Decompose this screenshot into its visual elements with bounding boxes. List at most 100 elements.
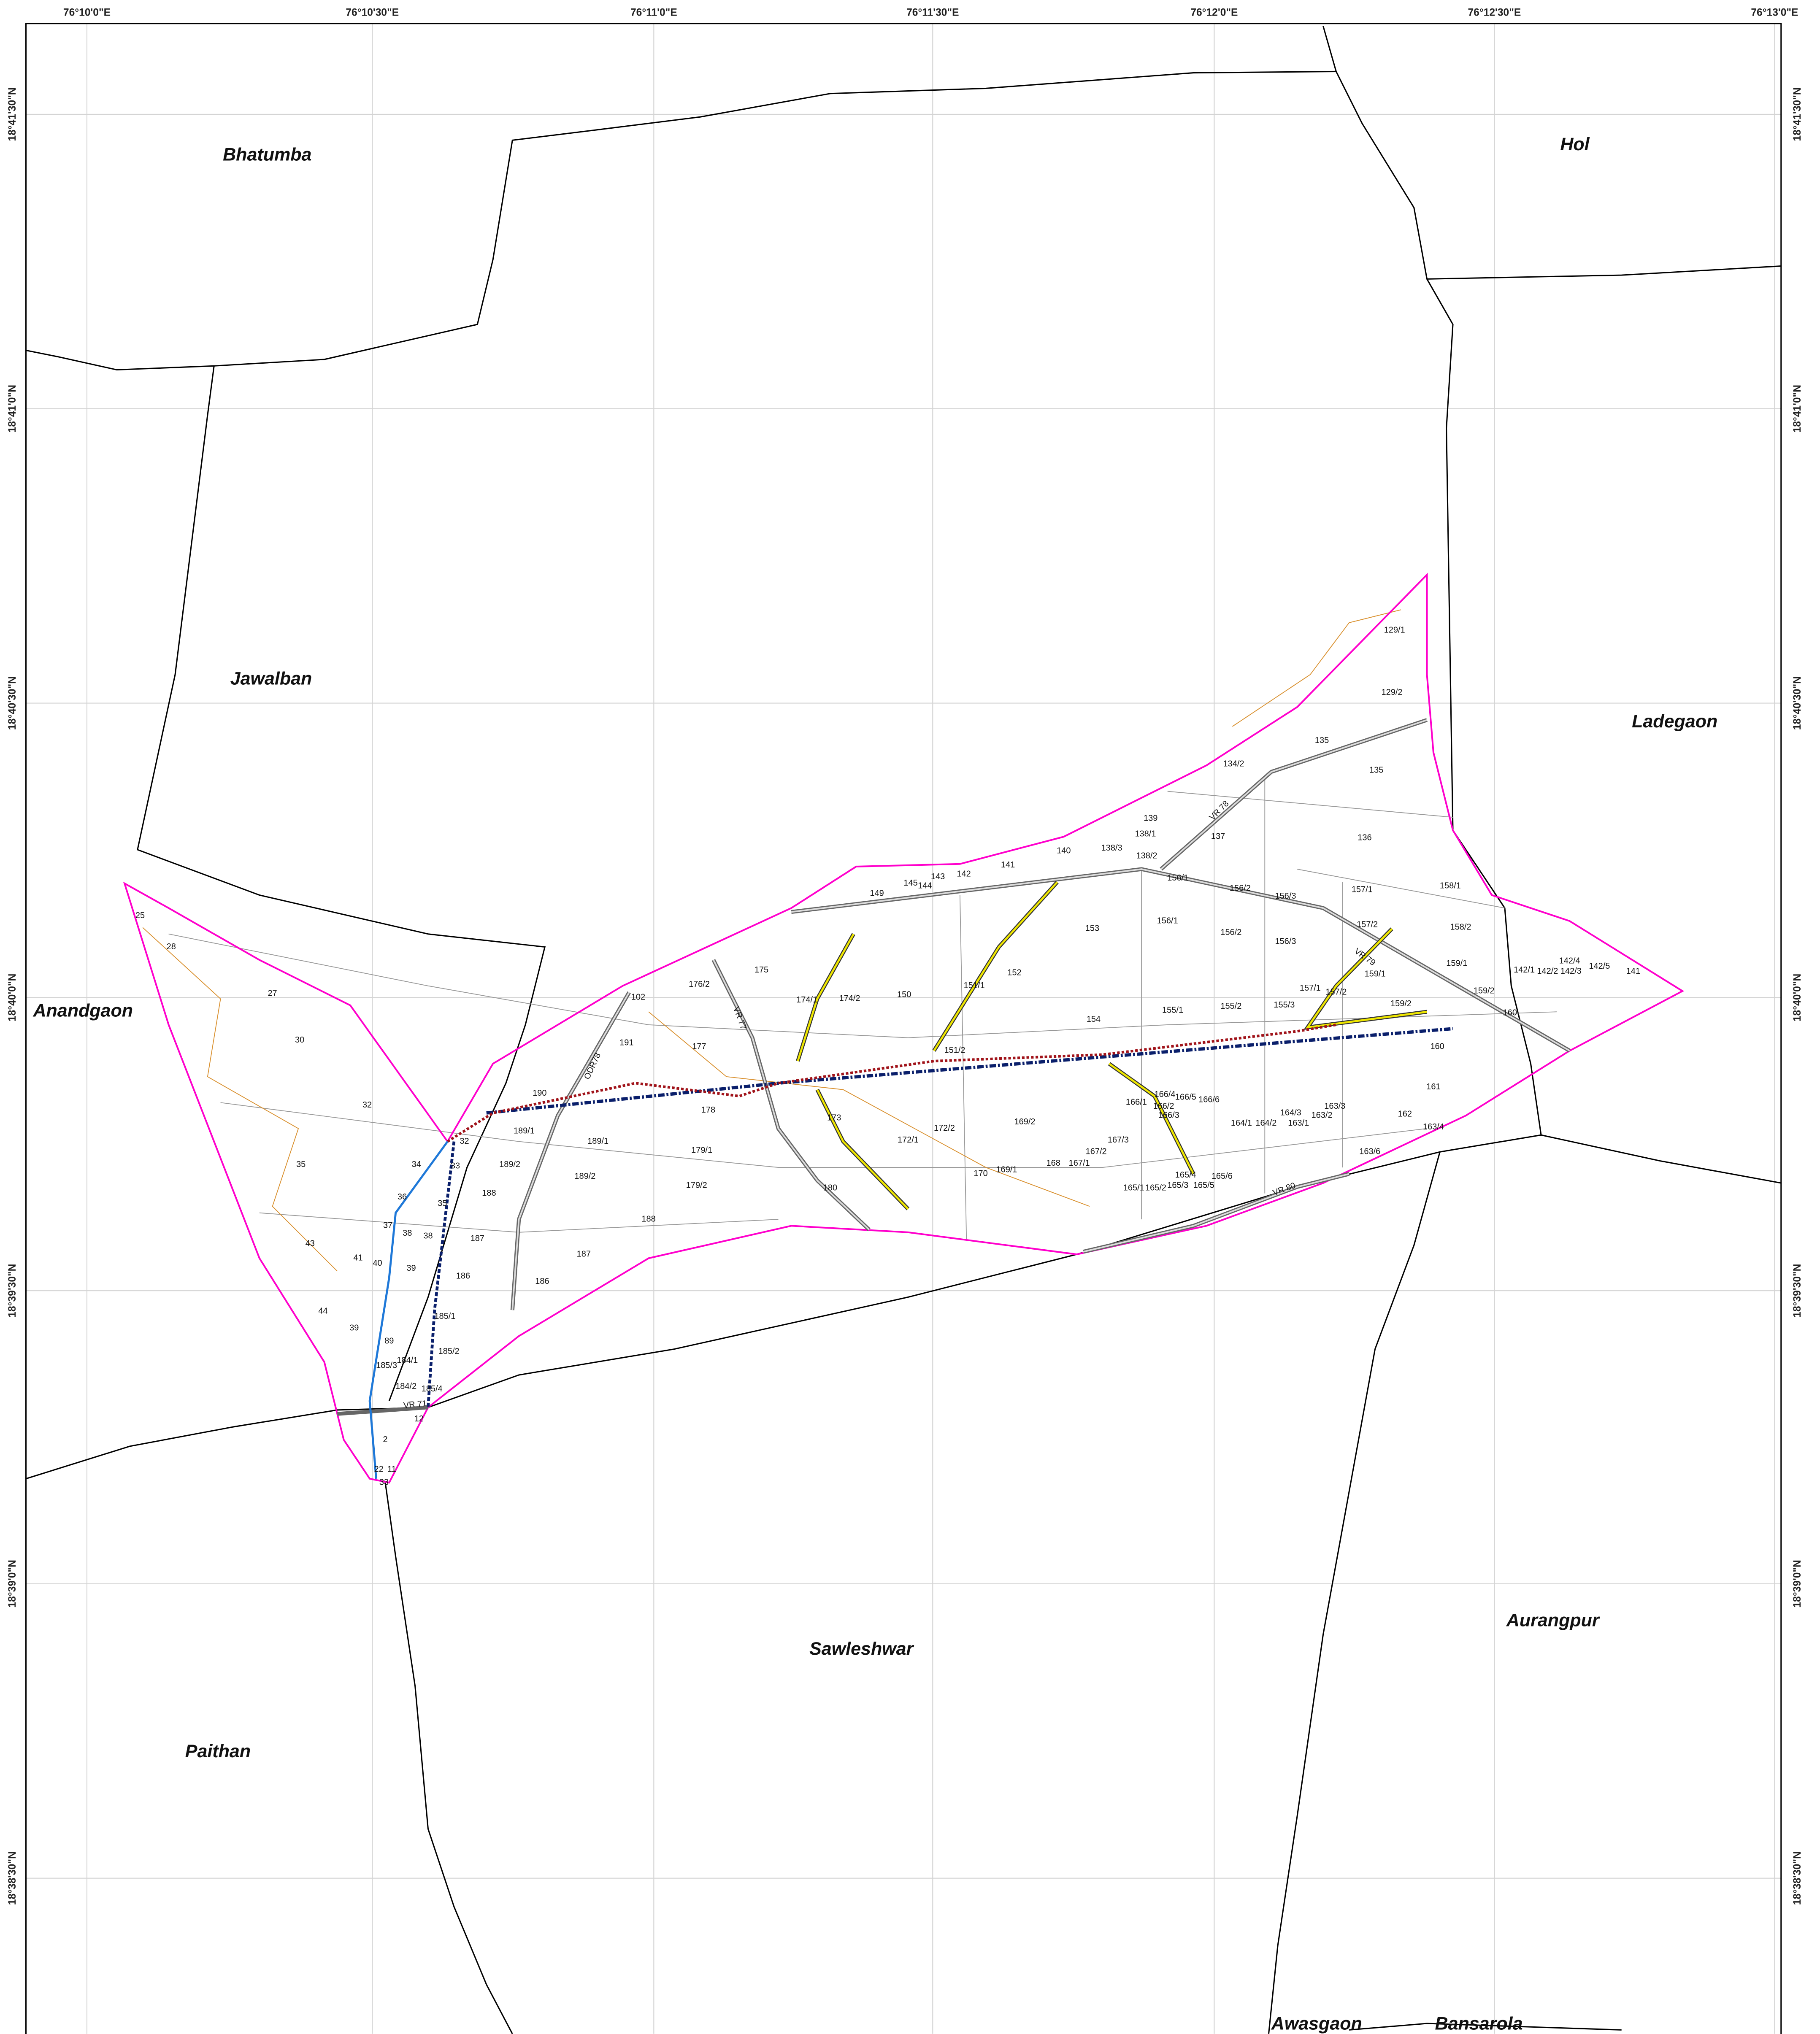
parcel-number: 165/5: [1193, 1180, 1214, 1190]
parcel-number: 156/3: [1275, 937, 1296, 946]
parcel-number: 36: [398, 1192, 407, 1202]
pipeline: [446, 1023, 1336, 1143]
parcel-number: 166/4: [1155, 1090, 1176, 1099]
road-center: [1160, 719, 1428, 870]
parcel-number: 191: [619, 1038, 633, 1047]
parcel-number: 185/3: [376, 1361, 397, 1370]
contour: [142, 927, 338, 1272]
boundary: [1268, 1151, 1441, 2034]
parcel-number: 142/1: [1514, 965, 1535, 975]
tracks: [797, 881, 1427, 1210]
village-name: Sawleshwar: [809, 1639, 914, 1659]
village-name: Anandgaon: [32, 1001, 133, 1021]
village-name: Bansarola: [1435, 2013, 1523, 2034]
parcel-number: 159/2: [1390, 999, 1412, 1008]
graticule: [26, 23, 1781, 2034]
parcel-number: 165/6: [1212, 1172, 1233, 1181]
parcel-number: 174/2: [839, 994, 860, 1003]
parcel-number: 33: [379, 1478, 389, 1487]
latitude-label: 18°40'0"N: [7, 974, 18, 1021]
latitude-label: 18°41'30"N: [1792, 87, 1803, 141]
parcel-number: 185/4: [422, 1384, 443, 1394]
latitude-label: 18°39'30"N: [7, 1264, 18, 1318]
boundary: [1427, 265, 1781, 280]
longitude-label: 76°11'30"E: [906, 7, 959, 19]
parcel-number: 157/2: [1357, 920, 1378, 929]
road-center: [1083, 1173, 1349, 1253]
parcel-number: 35: [296, 1160, 306, 1169]
parcel-number: 89: [384, 1336, 394, 1345]
parcel-number: 41: [353, 1253, 362, 1263]
parcel-number: 154: [1087, 1015, 1101, 1024]
boundary: [26, 1134, 1782, 1480]
parcel-number: 142: [957, 870, 971, 879]
parcel-number: 138/2: [1136, 851, 1157, 861]
parcel-number: 151/2: [944, 1046, 965, 1055]
parcel-number: 163/1: [1288, 1118, 1309, 1128]
parcel-number: 170: [974, 1169, 987, 1178]
parcel-number: 166/3: [1158, 1110, 1179, 1120]
parcel-number: 188: [641, 1214, 655, 1224]
parcel-number: 156/2: [1230, 883, 1251, 893]
parcel-number: 160: [1503, 1008, 1517, 1018]
parcel-number: 187: [577, 1249, 591, 1259]
parcel-number: 166/2: [1153, 1102, 1174, 1111]
parcel-number: 165/4: [1175, 1170, 1196, 1180]
parcel-number: 189/1: [587, 1137, 608, 1146]
latitude-label: 18°39'0"N: [7, 1560, 18, 1607]
parcel-number: 141: [1626, 967, 1640, 976]
parcel-number: 165/3: [1167, 1180, 1188, 1190]
latitude-label: 18°41'0"N: [1792, 385, 1803, 432]
labels: 76°10'0"E 76°10'30"E 76°11'0"E 76°11'30"E 76…: [7, 7, 1803, 2034]
parcel-number: 161: [1426, 1082, 1440, 1091]
longitude-label: 76°12'0"E: [1190, 7, 1238, 19]
parcel-number: 186: [535, 1277, 549, 1286]
parcel-line: [168, 933, 1557, 1038]
latitude-label: 18°39'30"N: [1792, 1264, 1803, 1318]
latitude-label: 18°38'30"N: [7, 1851, 18, 1905]
parcel-number: 38: [423, 1231, 433, 1240]
canal: [486, 1027, 1453, 1115]
parcel-number: 157/2: [1325, 987, 1347, 997]
parcel-number: 27: [268, 989, 277, 998]
parcel-number: 35: [438, 1199, 447, 1208]
parcel-number: 102: [631, 993, 645, 1002]
parcel-number: 189/1: [514, 1126, 535, 1135]
boundary: [1349, 2023, 1622, 2031]
parcel-number: 129/1: [1384, 626, 1405, 635]
village-name: Aurangpur: [1506, 1610, 1600, 1630]
village-name: Bhatumba: [223, 145, 311, 165]
village-name: Jawalban: [230, 669, 312, 689]
parcel-number: 34: [412, 1160, 421, 1169]
longitude-label: 76°10'30"E: [346, 7, 399, 19]
parcel-number: 12: [414, 1414, 424, 1424]
parcel-number: 164/3: [1280, 1108, 1301, 1117]
parcel-number: 176/2: [689, 980, 710, 989]
parcel-number: 158/1: [1440, 881, 1461, 890]
drain: [427, 1141, 456, 1408]
parcel-number: 177: [692, 1042, 706, 1051]
parcel-number: 155/3: [1274, 1000, 1295, 1010]
parcel-number: 142/3: [1560, 967, 1582, 976]
parcel-number: 44: [318, 1307, 327, 1316]
parcel-number: 143: [931, 872, 945, 881]
parcel-number: 138/3: [1101, 843, 1122, 853]
parcel-number: 151/1: [964, 981, 985, 990]
parcel-number: 175: [755, 965, 768, 975]
parcel-number: 142/5: [1589, 962, 1610, 971]
study-area-boundary: [123, 573, 1685, 1484]
parcel-number: 150: [897, 990, 911, 999]
parcel-number: 129/2: [1382, 688, 1403, 697]
stream: [368, 1141, 449, 1479]
longitude-label: 76°12'30"E: [1468, 7, 1521, 19]
parcel-number: 189/2: [574, 1172, 595, 1181]
parcel-number: 173: [827, 1113, 841, 1123]
parcel-number: 32: [362, 1100, 372, 1110]
parcel-number: 163/3: [1324, 1102, 1345, 1111]
latitude-label: 18°39'0"N: [1792, 1560, 1803, 1607]
parcel-number: 145: [903, 878, 917, 888]
road-center: [713, 959, 870, 1230]
parcel-number: 156/1: [1157, 916, 1178, 925]
